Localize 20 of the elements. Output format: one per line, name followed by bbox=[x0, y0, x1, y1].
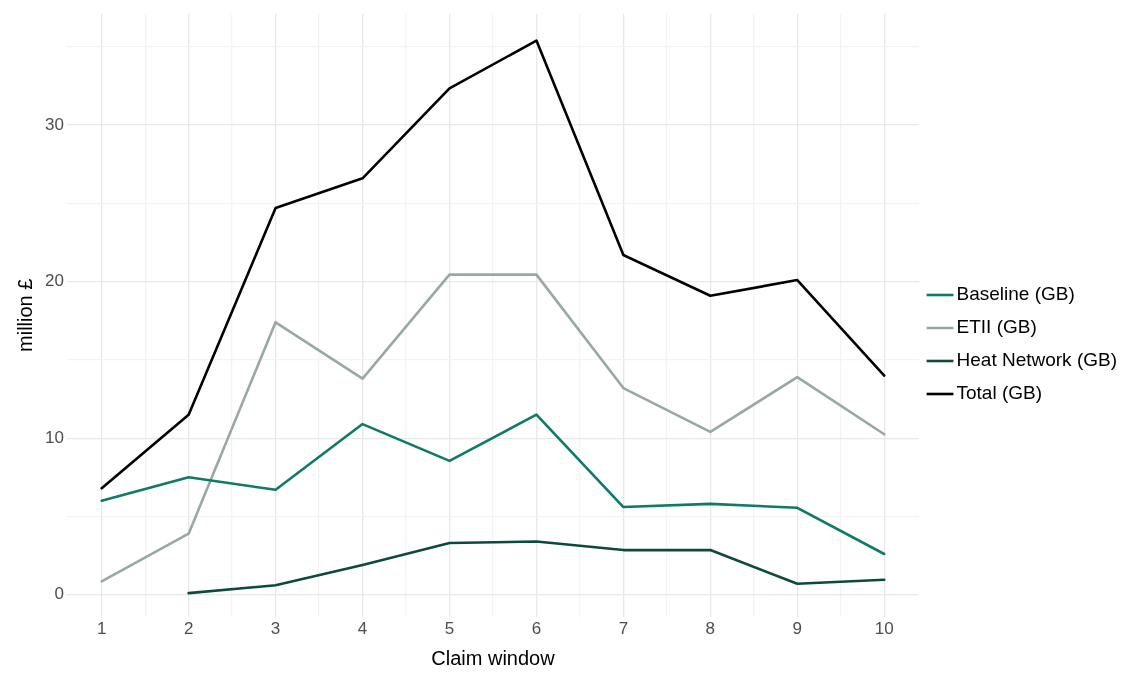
x-tick-label: 7 bbox=[618, 619, 629, 639]
y-tick-label: 0 bbox=[54, 584, 64, 604]
y-tick-label: 10 bbox=[44, 427, 64, 447]
x-tick-label: 9 bbox=[792, 619, 803, 639]
legend-label: ETII (GB) bbox=[956, 316, 1037, 338]
x-tick-label: 4 bbox=[357, 619, 368, 639]
x-tick-label: 6 bbox=[531, 619, 542, 639]
y-tick-label: 20 bbox=[44, 271, 64, 291]
legend-label: Baseline (GB) bbox=[956, 283, 1075, 305]
x-axis-title: Claim window bbox=[431, 646, 556, 669]
legend-label: Heat Network (GB) bbox=[956, 349, 1117, 371]
x-tick-label: 3 bbox=[270, 619, 281, 639]
legend-label: Total (GB) bbox=[956, 382, 1043, 404]
x-tick-label: 5 bbox=[444, 619, 455, 639]
y-tick-label: 30 bbox=[44, 114, 64, 134]
y-axis-title: million £ bbox=[13, 278, 36, 352]
x-tick-label: 1 bbox=[96, 619, 107, 639]
x-tick-label: 8 bbox=[705, 619, 716, 639]
x-tick-label: 10 bbox=[874, 619, 894, 639]
x-tick-label: 2 bbox=[183, 619, 194, 639]
